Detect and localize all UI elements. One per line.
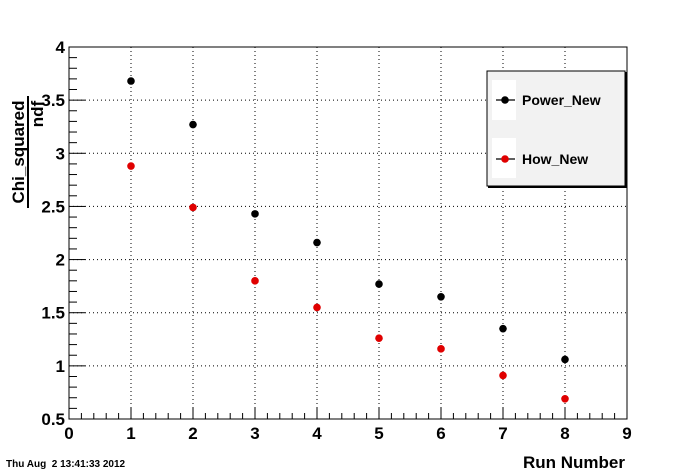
x-tick-label: 2 <box>188 424 197 443</box>
data-point-how-new <box>127 162 135 170</box>
legend-items: Power_New How_New <box>496 92 601 167</box>
y-tick-label: 3 <box>56 144 65 163</box>
legend-label: How_New <box>522 151 588 167</box>
x-tick-label: 7 <box>498 424 507 443</box>
data-point-how-new <box>313 303 321 312</box>
legend: Power_New How_New <box>486 70 627 188</box>
y-tick-label: 4 <box>56 38 66 57</box>
x-tick-label: 3 <box>250 424 259 443</box>
y-axis-title: Chi_squared ndf <box>9 96 47 208</box>
data-point-power-new <box>437 292 445 301</box>
x-tick-labels: 0 1 2 3 4 5 6 7 8 9 <box>64 424 631 443</box>
y-axis-title-denominator: ndf <box>28 100 47 127</box>
data-point-power-new <box>251 210 259 218</box>
plot-frame <box>68 46 628 420</box>
data-point-power-new <box>127 77 135 85</box>
y-axis-title-numerator: Chi_squared <box>9 101 28 204</box>
data-point-how-new <box>499 371 507 380</box>
legend-marker <box>501 155 509 163</box>
x-tick-label: 1 <box>126 424 135 443</box>
data-point-how-new <box>189 203 197 212</box>
legend-label: Power_New <box>522 92 601 108</box>
x-tick-label: 5 <box>374 424 383 443</box>
x-tick-label: 8 <box>560 424 569 443</box>
y-tick-label: 2.5 <box>41 197 65 216</box>
data-point-how-new <box>561 395 569 403</box>
data-point-how-new <box>437 345 445 353</box>
x-tick-label: 6 <box>436 424 445 443</box>
y-tick-label: 2 <box>56 251 65 270</box>
data-point-how-new <box>375 334 383 343</box>
data-point-power-new <box>499 324 507 333</box>
legend-marker <box>501 96 509 104</box>
x-tick-label: 4 <box>312 424 322 443</box>
x-tick-label: 9 <box>622 424 631 443</box>
axis-ticks <box>68 46 628 420</box>
timestamp: Thu Aug 2 13:41:33 2012 <box>6 459 126 470</box>
data-point-power-new <box>189 120 197 129</box>
y-tick-label: 1 <box>56 357 65 376</box>
data-point-power-new <box>561 355 569 364</box>
y-tick-label: 3.5 <box>41 91 65 110</box>
y-tick-label: 0.5 <box>41 410 65 429</box>
x-axis-title: Run Number <box>523 453 625 472</box>
y-tick-label: 1.5 <box>41 304 65 323</box>
y-tick-labels: 0.5 1 1.5 2 2.5 3 3.5 4 <box>41 38 65 429</box>
data-points <box>127 77 569 403</box>
data-point-power-new <box>375 280 383 288</box>
x-tick-label: 0 <box>64 424 73 443</box>
data-point-power-new <box>313 238 321 247</box>
data-point-how-new <box>251 277 259 285</box>
